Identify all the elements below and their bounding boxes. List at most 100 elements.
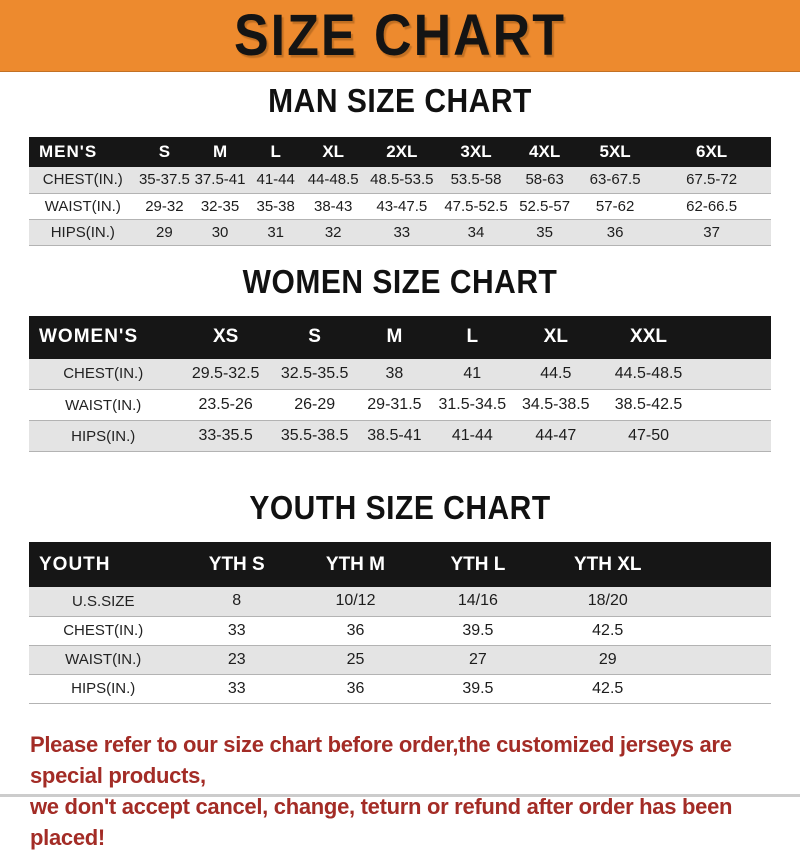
spacer-cell xyxy=(674,587,771,616)
size-value-cell: 32 xyxy=(303,219,363,245)
size-value-cell: 36 xyxy=(578,219,653,245)
size-column-header: M xyxy=(192,137,248,167)
size-value-cell: 42.5 xyxy=(540,674,675,703)
size-chart-banner: SIZE CHART xyxy=(0,0,800,72)
row-label: HIPS(IN.) xyxy=(29,420,178,452)
size-value-cell: 38 xyxy=(355,358,434,390)
spacer-cell xyxy=(674,616,771,645)
size-column-header: 6XL xyxy=(652,137,771,167)
size-charts: MAN SIZE CHART MEN'S S M L XL 2XL 3XL 4XL 5XL 6XL… xyxy=(0,83,800,704)
row-label: CHEST(IN.) xyxy=(29,167,137,193)
women-section-title: WOMEN SIZE CHART xyxy=(242,263,558,301)
size-value-cell: 57-62 xyxy=(578,193,653,219)
size-value-cell: 37 xyxy=(652,219,771,245)
men-size-table: MEN'S S M L XL 2XL 3XL 4XL 5XL 6XL CHEST(IN.) 35-37… xyxy=(29,137,771,246)
spacer-cell xyxy=(696,420,771,452)
size-value-cell: 30 xyxy=(192,219,248,245)
row-label: U.S.SIZE xyxy=(29,587,178,616)
size-value-cell: 38-43 xyxy=(303,193,363,219)
size-column-header: YTH XL xyxy=(540,542,675,587)
row-label: WAIST(IN.) xyxy=(29,645,178,674)
row-label: HIPS(IN.) xyxy=(29,674,178,703)
youth-size-table: YOUTH YTH S YTH M YTH L YTH XL U.S.SIZE 8 10/12… xyxy=(29,542,771,704)
order-notice: Please refer to our size chart before or… xyxy=(0,729,800,853)
size-value-cell: 44.5-48.5 xyxy=(600,358,697,390)
row-label: CHEST(IN.) xyxy=(29,616,178,645)
women-size-table: WOMEN'S XS S M L XL XXL CHEST(IN.) 29.5-32.5 32.5… xyxy=(29,315,771,453)
size-value-cell: 29 xyxy=(540,645,675,674)
table-row: CHEST(IN.) 29.5-32.5 32.5-35.5 38 41 44.5 44.5… xyxy=(29,358,771,390)
size-column-header: 3XL xyxy=(440,137,512,167)
size-value-cell: 31.5-34.5 xyxy=(433,389,512,421)
size-value-cell: 42.5 xyxy=(540,616,675,645)
size-column-header: XS xyxy=(177,315,274,359)
size-column-header: 5XL xyxy=(578,137,653,167)
size-value-cell: 63-67.5 xyxy=(578,167,653,193)
row-label: WAIST(IN.) xyxy=(29,193,137,219)
table-row: U.S.SIZE 8 10/12 14/16 18/20 xyxy=(29,587,771,616)
size-value-cell: 47.5-52.5 xyxy=(440,193,512,219)
banner-title: SIZE CHART xyxy=(234,3,566,68)
size-value-cell: 47-50 xyxy=(600,420,697,452)
size-value-cell: 31 xyxy=(247,219,304,245)
table-row: HIPS(IN.) 33 36 39.5 42.5 xyxy=(29,674,771,703)
order-notice-line1: Please refer to our size chart before or… xyxy=(30,731,732,788)
row-label: HIPS(IN.) xyxy=(29,219,137,245)
size-value-cell: 29 xyxy=(136,219,193,245)
size-column-header: YTH S xyxy=(177,542,297,587)
size-value-cell: 23 xyxy=(177,645,297,674)
size-value-cell: 14/16 xyxy=(414,587,541,616)
size-value-cell: 43-47.5 xyxy=(362,193,441,219)
size-value-cell: 26-29 xyxy=(273,389,356,421)
size-value-cell: 53.5-58 xyxy=(440,167,512,193)
size-column-header: L xyxy=(247,137,304,167)
size-value-cell: 52.5-57 xyxy=(511,193,579,219)
size-value-cell: 34 xyxy=(440,219,512,245)
man-section-title: MAN SIZE CHART xyxy=(268,83,532,120)
size-value-cell: 41 xyxy=(433,358,512,390)
size-value-cell: 33 xyxy=(177,616,297,645)
table-row: HIPS(IN.) 29 30 31 32 33 34 35 36 37 xyxy=(29,219,771,245)
size-value-cell: 38.5-42.5 xyxy=(600,389,697,421)
spacer-cell xyxy=(696,358,771,390)
size-value-cell: 27 xyxy=(414,645,541,674)
size-column-header: XL xyxy=(511,315,601,359)
youth-section-title: YOUTH SIZE CHART xyxy=(249,490,551,527)
table-header-row: WOMEN'S XS S M L XL XXL xyxy=(29,315,771,359)
size-value-cell: 10/12 xyxy=(296,587,415,616)
size-column-header: S xyxy=(273,315,356,359)
size-value-cell: 36 xyxy=(296,674,415,703)
size-value-cell: 32-35 xyxy=(192,193,248,219)
size-column-header: 2XL xyxy=(362,137,441,167)
size-value-cell: 39.5 xyxy=(414,616,541,645)
size-value-cell: 25 xyxy=(296,645,415,674)
youth-size-chart-section: YOUTH SIZE CHART YOUTH YTH S YTH M YTH L YTH… xyxy=(0,490,800,704)
size-value-cell: 44-48.5 xyxy=(303,167,363,193)
table-header-row: MEN'S S M L XL 2XL 3XL 4XL 5XL 6XL xyxy=(29,137,771,167)
size-value-cell: 35-38 xyxy=(247,193,304,219)
size-value-cell: 38.5-41 xyxy=(355,420,434,452)
size-value-cell: 44.5 xyxy=(511,358,601,390)
table-corner-label: MEN'S xyxy=(29,137,137,167)
size-value-cell: 35.5-38.5 xyxy=(273,420,356,452)
size-value-cell: 33 xyxy=(177,674,297,703)
size-value-cell: 18/20 xyxy=(540,587,675,616)
size-value-cell: 39.5 xyxy=(414,674,541,703)
bottom-divider xyxy=(0,794,800,797)
size-column-header: L xyxy=(433,315,512,359)
size-column-header: 4XL xyxy=(511,137,579,167)
spacer-cell xyxy=(696,315,771,359)
size-value-cell: 34.5-38.5 xyxy=(511,389,601,421)
spacer-cell xyxy=(696,389,771,421)
size-column-header: S xyxy=(136,137,193,167)
size-value-cell: 23.5-26 xyxy=(177,389,274,421)
table-header-row: YOUTH YTH S YTH M YTH L YTH XL xyxy=(29,542,771,587)
table-row: WAIST(IN.) 29-32 32-35 35-38 38-43 43-47.5 47.… xyxy=(29,193,771,219)
size-value-cell: 29-32 xyxy=(136,193,193,219)
size-value-cell: 32.5-35.5 xyxy=(273,358,356,390)
size-value-cell: 41-44 xyxy=(247,167,304,193)
table-row: HIPS(IN.) 33-35.5 35.5-38.5 38.5-41 41-44 44-… xyxy=(29,420,771,452)
size-value-cell: 41-44 xyxy=(433,420,512,452)
spacer-cell xyxy=(674,674,771,703)
size-value-cell: 8 xyxy=(177,587,297,616)
